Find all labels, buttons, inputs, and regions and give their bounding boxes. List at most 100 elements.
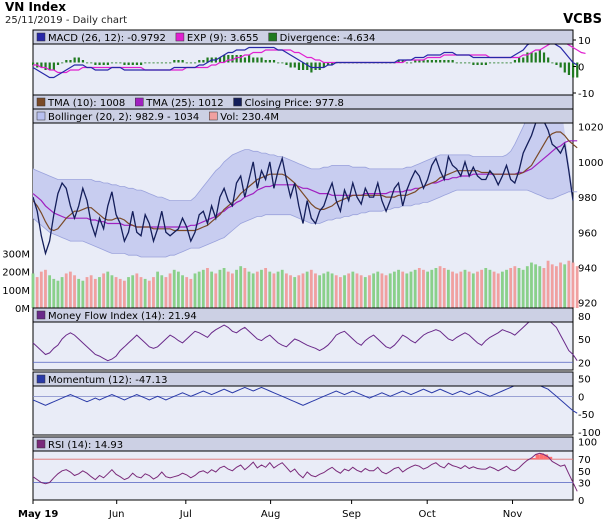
divergence-bar [281, 62, 284, 64]
volume-bar [525, 266, 529, 308]
volume-bar [422, 269, 425, 308]
divergence-bar [32, 62, 35, 65]
volume-tick: 0M [15, 304, 30, 315]
volume-bar [397, 269, 400, 308]
volume-bar [509, 268, 513, 308]
volume-bar [492, 271, 496, 308]
volume-tick: 100M [2, 286, 30, 297]
volume-bar [280, 269, 284, 308]
brand-label: VCBS [563, 12, 602, 27]
divergence-bar [434, 60, 438, 63]
volume-bar [222, 268, 226, 308]
volume-bar [39, 271, 43, 308]
price-tick: 960 [578, 228, 597, 239]
divergence-bar [61, 62, 64, 64]
volume-bar [255, 271, 259, 308]
divergence-bar [447, 60, 450, 63]
divergence-bar [223, 55, 226, 63]
volume-bar [575, 266, 579, 308]
volume-bar [206, 268, 209, 308]
divergence-bar [173, 60, 176, 63]
rsi-tick: 70 [578, 455, 591, 466]
divergence-bar [314, 62, 317, 70]
volume-bar [81, 280, 85, 308]
divergence-bar [206, 57, 209, 63]
volume-bar [118, 278, 122, 308]
volume-bar [467, 271, 471, 308]
divergence-bar [480, 62, 483, 65]
mfi-legend-swatch [36, 310, 46, 320]
macd-legend-swatch [175, 32, 185, 42]
volume-bar [351, 271, 355, 308]
divergence-bar [518, 57, 521, 63]
volume-bar [488, 269, 492, 308]
x-axis-label: Jun [108, 509, 125, 520]
volume-bar [106, 271, 110, 308]
macd-legend [32, 29, 574, 45]
divergence-bar [169, 62, 172, 64]
divergence-bar [248, 55, 251, 63]
macd-tick: 10 [578, 36, 591, 47]
bollinger-lower-line [32, 189, 578, 258]
mfi-legend [32, 307, 574, 323]
divergence-bar [455, 62, 458, 64]
divergence-bar [177, 60, 180, 63]
divergence-bar [505, 62, 508, 64]
volume-bar [554, 266, 558, 308]
x-axis-label: May 19 [18, 509, 58, 520]
volume-bar [571, 262, 575, 308]
divergence-bar [318, 62, 321, 70]
rsi-overbought-fill [531, 458, 536, 460]
divergence-bar [439, 60, 442, 63]
volume-bar [272, 273, 276, 308]
volume-bar [405, 273, 409, 308]
divergence-bar [256, 57, 259, 63]
divergence-bar [44, 62, 47, 70]
volume-bar [297, 275, 301, 308]
volume-bar [314, 273, 317, 308]
volume-bar [513, 266, 517, 308]
volume-bar [289, 275, 292, 308]
mfi-tick: 20 [578, 358, 591, 369]
divergence-bar [268, 60, 271, 63]
divergence-bar [119, 62, 122, 64]
divergence-bar [526, 52, 529, 63]
divergence-bar [509, 62, 512, 64]
volume-bar [293, 277, 297, 308]
volume-bar [550, 264, 554, 308]
volume-bar [401, 271, 405, 308]
divergence-bar [65, 60, 68, 63]
divergence-bar [401, 60, 404, 63]
divergence-bar [198, 60, 201, 63]
volume-bar [176, 271, 180, 308]
divergence-bar [218, 57, 222, 63]
volume-bar [35, 277, 39, 308]
volume-bar [388, 273, 392, 308]
divergence-bar [252, 57, 255, 63]
rsi-overbought-fill [543, 454, 549, 460]
volume-bar [318, 275, 322, 308]
divergence-bar [555, 62, 558, 65]
volume-bar [147, 280, 151, 308]
volume-bar [484, 268, 488, 308]
volume-bar [127, 277, 130, 308]
volume-bar [463, 269, 467, 308]
divergence-bar [164, 62, 168, 64]
volume-bar [434, 268, 438, 308]
volume-bar [268, 271, 272, 308]
volume-bar [243, 268, 247, 308]
divergence-bar [551, 62, 554, 64]
rsi-overbought-fill [539, 453, 544, 460]
divergence-bar [86, 62, 89, 64]
volume-bar [102, 273, 106, 308]
volume-bar [480, 269, 484, 308]
volume-bar [530, 262, 533, 308]
volume-bar [359, 275, 363, 308]
momentum-tick: 50 [578, 374, 591, 385]
price-legend-row2-swatch [209, 111, 218, 121]
volume-bar [218, 269, 222, 308]
volume-bar [496, 273, 500, 308]
volume-bar [98, 277, 101, 308]
divergence-bar [140, 62, 143, 65]
